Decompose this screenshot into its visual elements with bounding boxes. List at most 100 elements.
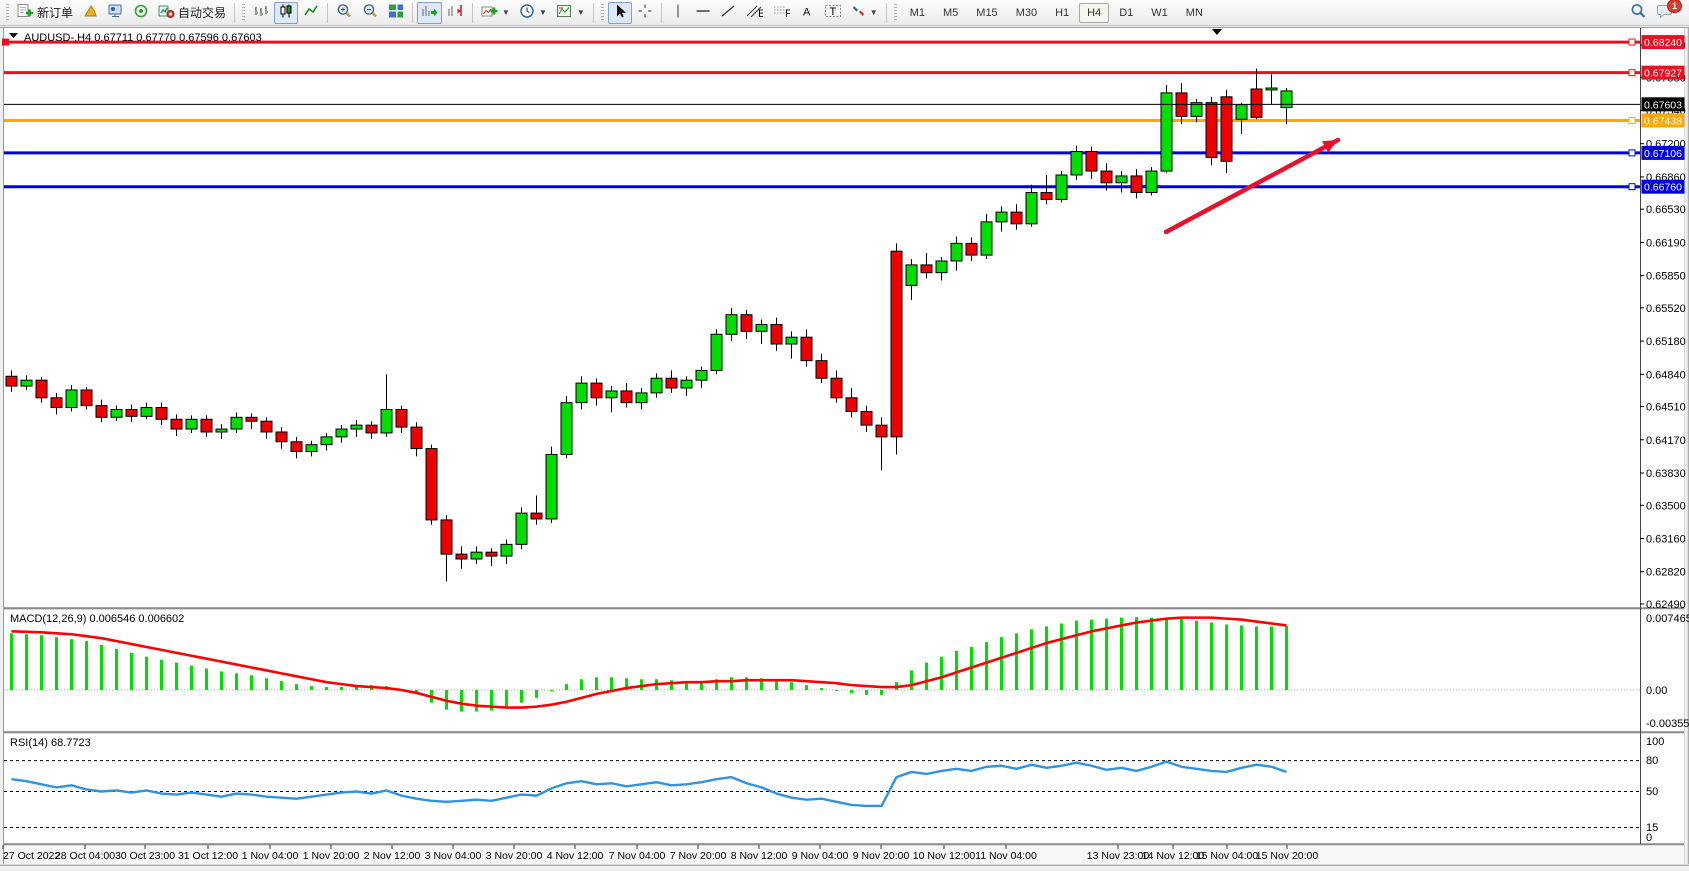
text-label-button[interactable]: T (820, 2, 846, 24)
toolbar-grip[interactable] (600, 3, 604, 22)
chart-shift-marker[interactable] (1212, 29, 1222, 35)
svg-text:9 Nov 20:00: 9 Nov 20:00 (853, 850, 910, 862)
signals-button[interactable] (129, 2, 153, 24)
svg-text:15: 15 (1646, 822, 1658, 834)
svg-text:0.64170: 0.64170 (1646, 435, 1686, 447)
channel-icon: E (745, 3, 765, 22)
toolbar-grip[interactable] (6, 3, 9, 22)
cursor-button[interactable] (607, 1, 632, 24)
svg-text:0.64510: 0.64510 (1646, 402, 1686, 414)
text-button[interactable]: A (795, 2, 819, 24)
zoom-out-button[interactable] (358, 2, 383, 24)
trendline-icon (720, 3, 736, 22)
vertical-line-icon (672, 3, 684, 22)
dropdown-caret: ▼ (538, 8, 547, 17)
chart-menu-icon[interactable] (9, 33, 18, 38)
toolbar-separator (327, 2, 329, 23)
svg-text:0.63160: 0.63160 (1646, 533, 1686, 545)
timeframe-button-M15[interactable]: M15 (968, 3, 1005, 23)
chart-canvas[interactable]: 0.682100.678800.675400.672000.668600.665… (0, 26, 1689, 866)
strategy-tester-button[interactable] (103, 2, 128, 24)
svg-text:30 Oct 23:00: 30 Oct 23:00 (115, 850, 175, 862)
templates-button[interactable]: ▼ (552, 2, 589, 24)
timeframe-button-M5[interactable]: M5 (935, 3, 966, 23)
timeframe-button-MN[interactable]: MN (1178, 3, 1211, 23)
bar-chart-button[interactable] (249, 2, 273, 24)
horizontal-line-icon (695, 3, 711, 22)
search-icon (1630, 3, 1647, 22)
autotrading-button[interactable]: 自动交易 (154, 2, 230, 24)
new-order-icon (17, 3, 34, 22)
market-watch-button[interactable] (78, 2, 102, 24)
timeframe-button-H1[interactable]: H1 (1047, 3, 1077, 23)
toolbar-separator (412, 2, 414, 23)
indicators-icon (481, 3, 498, 22)
notifications-button[interactable]: 1 (1652, 0, 1682, 24)
candlestick-chart-button[interactable] (274, 1, 299, 24)
svg-text:13 Nov 23:00: 13 Nov 23:00 (1087, 850, 1150, 862)
svg-text:0.67438: 0.67438 (1644, 115, 1682, 127)
timeframe-button-M1[interactable]: M1 (902, 3, 933, 23)
line-chart-icon (303, 3, 319, 22)
svg-text:0.67603: 0.67603 (1644, 99, 1682, 111)
indicators-button[interactable]: ▼ (477, 2, 514, 24)
support-resistance-line[interactable] (4, 183, 1640, 191)
svg-text:0.65850: 0.65850 (1646, 271, 1686, 283)
text-icon: A (800, 3, 814, 22)
horizontal-line-button[interactable] (691, 2, 715, 24)
crosshair-button[interactable] (633, 2, 657, 24)
svg-text:7 Nov 20:00: 7 Nov 20:00 (670, 850, 727, 862)
candlestick-series (5, 68, 1293, 582)
svg-text:15 Nov 04:00: 15 Nov 04:00 (1196, 850, 1259, 862)
svg-text:31 Oct 12:00: 31 Oct 12:00 (178, 850, 238, 862)
fibonacci-icon: F (772, 3, 792, 22)
price-axis[interactable]: 0.682100.678800.675400.672000.668600.665… (1640, 40, 1686, 611)
timeframe-button-M30[interactable]: M30 (1008, 3, 1045, 23)
arrows-button[interactable]: ▼ (847, 2, 882, 24)
new-order-label: 新订单 (37, 6, 74, 20)
chart-shift-button[interactable] (443, 2, 468, 24)
toolbar-grip[interactable] (242, 3, 246, 22)
auto-scroll-button[interactable] (417, 1, 443, 24)
auto-scroll-icon (421, 3, 438, 22)
trend-arrow-annotation[interactable] (1163, 137, 1341, 235)
chart-title: AUDUSD-,H4 0.67711 0.67770 0.67596 0.676… (24, 32, 262, 44)
svg-text:3 Nov 04:00: 3 Nov 04:00 (425, 850, 482, 862)
vertical-line-button[interactable] (666, 2, 690, 24)
line-anchor-handle[interactable] (2, 38, 9, 46)
autotrading-label: 自动交易 (178, 6, 227, 20)
timeframe-button-W1[interactable]: W1 (1143, 3, 1176, 23)
svg-text:80: 80 (1646, 755, 1658, 767)
svg-text:27 Oct 2022: 27 Oct 2022 (3, 850, 60, 862)
svg-text:7 Nov 04:00: 7 Nov 04:00 (609, 850, 666, 862)
svg-text:0.63500: 0.63500 (1646, 500, 1686, 512)
tile-windows-icon (388, 3, 404, 22)
svg-text:0.007465: 0.007465 (1646, 613, 1689, 625)
pane-borders (0, 27, 1689, 866)
trendline-button[interactable] (716, 2, 740, 24)
timeframe-button-H4[interactable]: H4 (1079, 2, 1110, 23)
svg-text:1 Nov 20:00: 1 Nov 20:00 (303, 850, 360, 862)
equidistant-channel-button[interactable]: E (741, 2, 767, 24)
fibonacci-button[interactable]: F (768, 2, 794, 24)
toolbar-separator (472, 2, 474, 23)
new-order-button[interactable]: 新订单 (13, 2, 77, 24)
tile-windows-button[interactable] (384, 2, 408, 24)
dropdown-caret: ▼ (576, 8, 585, 17)
zoom-in-button[interactable] (332, 2, 357, 24)
svg-text:0.67927: 0.67927 (1644, 68, 1682, 80)
search-button[interactable] (1626, 2, 1651, 24)
support-resistance-line[interactable] (4, 116, 1640, 124)
timeframe-button-D1[interactable]: D1 (1111, 3, 1141, 23)
svg-text:0.64840: 0.64840 (1646, 369, 1686, 381)
rsi-label: RSI(14) 68.7723 (10, 737, 91, 749)
support-resistance-line[interactable] (4, 149, 1640, 157)
support-resistance-line[interactable] (4, 38, 1640, 46)
line-chart-button[interactable] (299, 2, 323, 24)
svg-text:4 Nov 12:00: 4 Nov 12:00 (547, 850, 604, 862)
support-resistance-line[interactable] (4, 69, 1640, 77)
toolbar-grip[interactable] (893, 3, 897, 22)
toolbar-separator (885, 2, 887, 23)
periods-button[interactable]: ▼ (515, 2, 551, 24)
